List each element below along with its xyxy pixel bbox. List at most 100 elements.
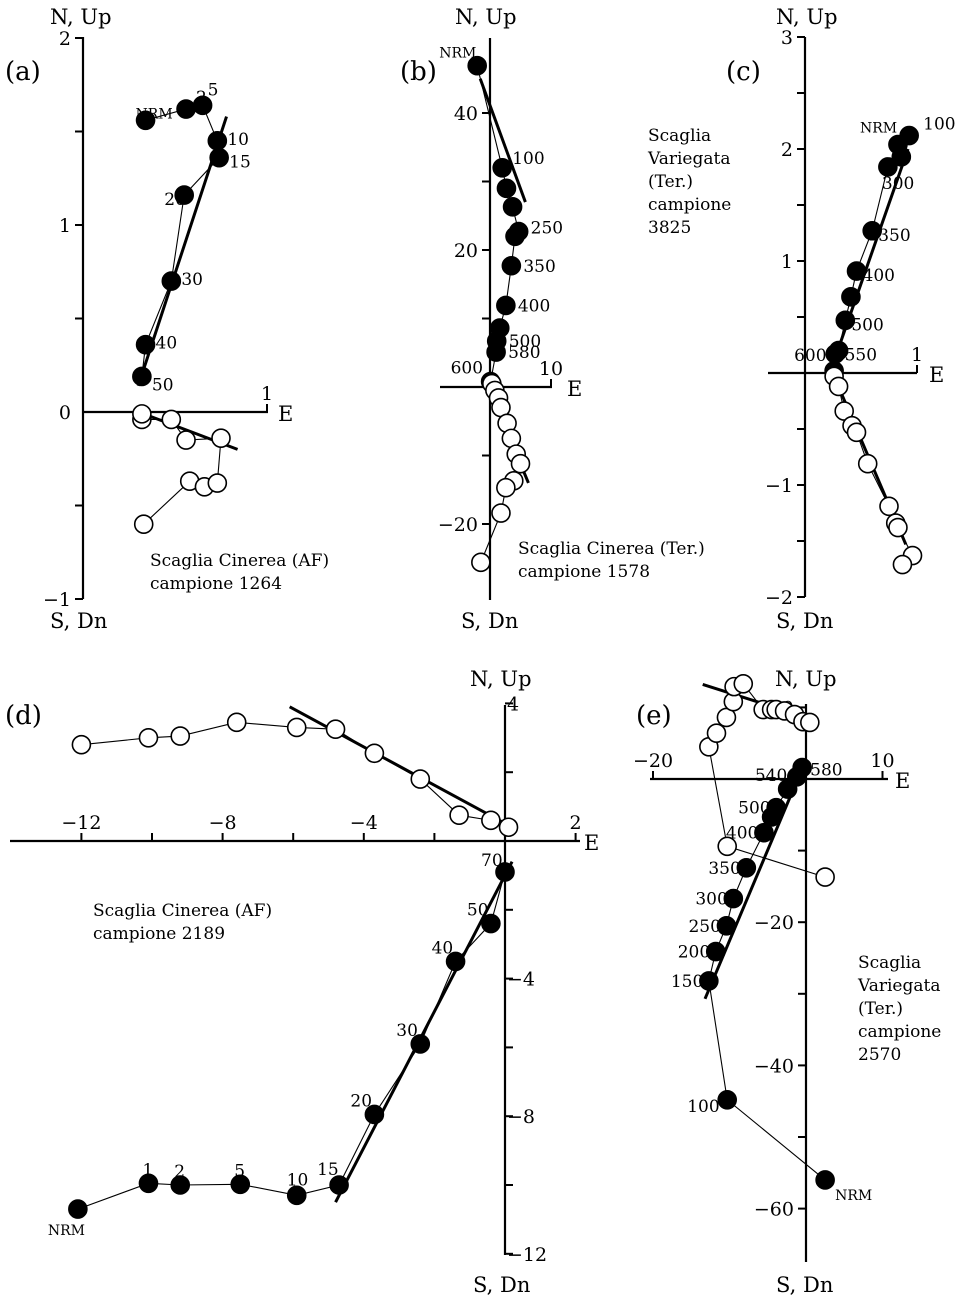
- vertical-point: [717, 836, 738, 857]
- horizontal-point: [138, 1173, 159, 1194]
- vertical-point: [170, 726, 191, 746]
- step-label: 100: [687, 1097, 719, 1117]
- step-label: 50: [467, 901, 489, 921]
- y-tick-label: 1: [59, 215, 71, 237]
- caption-line-3: (Ter.): [858, 999, 903, 1019]
- caption-line-2: campione 1578: [518, 562, 650, 582]
- axis-label-down: S, Dn: [776, 1273, 833, 1297]
- axis-label-up: N, Up: [775, 667, 837, 691]
- y-tick-label: −2: [765, 587, 793, 609]
- axis-label-up: N, Up: [776, 5, 838, 29]
- y-tick-label: 0: [59, 402, 71, 424]
- horizontal-point: [486, 342, 506, 362]
- vertical-point: [846, 422, 867, 443]
- step-label: 300: [882, 174, 914, 194]
- horizontal-point: [891, 147, 912, 167]
- step-label: 150: [671, 972, 703, 992]
- caption-line-1: Scaglia Cinerea (AF): [93, 901, 272, 921]
- horizontal-point: [467, 55, 487, 76]
- x-tick-label: 10: [870, 750, 894, 772]
- vertical-projection-path: [141, 413, 222, 525]
- horizontal-point: [135, 334, 156, 355]
- horizontal-point: [754, 822, 774, 843]
- horizontal-point: [825, 344, 846, 364]
- step-label: 200: [678, 943, 710, 963]
- step-label: 100: [923, 115, 955, 135]
- axis-label-up: N, Up: [50, 5, 112, 29]
- step-label: 2: [196, 88, 207, 108]
- vertical-point: [733, 673, 754, 694]
- vertical-point: [161, 409, 182, 430]
- vertical-point: [828, 376, 849, 397]
- step-label: 5: [208, 80, 219, 100]
- vertical-point: [879, 496, 899, 517]
- step-label: 500: [851, 315, 883, 335]
- step-label: 20: [350, 1091, 372, 1111]
- y-tick-label: 3: [781, 27, 793, 49]
- vertical-point: [888, 517, 908, 538]
- pca-fit-line: [478, 78, 527, 203]
- step-label: 350: [523, 257, 555, 277]
- axis-label-east: E: [278, 402, 293, 426]
- step-label: 70: [481, 851, 503, 871]
- y-tick-label: −40: [754, 1055, 794, 1077]
- vertical-point: [364, 743, 385, 764]
- caption-line-2: campione 2189: [93, 924, 225, 944]
- y-tick-label: −20: [438, 514, 478, 536]
- horizontal-point: [699, 971, 719, 991]
- horizontal-point: [835, 310, 856, 331]
- axis-label-east: E: [929, 363, 944, 387]
- horizontal-point: [170, 1175, 191, 1195]
- horizontal-point: [192, 95, 213, 116]
- step-label: 500: [738, 799, 770, 819]
- horizontal-point: [736, 857, 757, 878]
- y-tick-label: 4: [507, 693, 519, 715]
- panel-b: (b) N, Up S, Dn E Scaglia Cinerea (Ter.)…: [400, 5, 705, 633]
- step-label: 350: [708, 859, 740, 879]
- step-label: 100: [512, 149, 544, 169]
- x-tick-label: 10: [539, 358, 563, 380]
- caption-line-1: Scaglia Cinerea (AF): [150, 551, 329, 571]
- x-tick-label: −8: [209, 812, 237, 834]
- vertical-point: [800, 712, 820, 733]
- step-label: 15: [229, 153, 251, 173]
- panel-c: (c) N, Up S, Dn E Scaglia Variegata (Ter…: [647, 5, 956, 633]
- vertical-point: [71, 734, 92, 755]
- step-label: NRM: [835, 1188, 872, 1204]
- caption-line-1: Scaglia: [648, 126, 711, 146]
- horizontal-point: [286, 1185, 307, 1206]
- vertical-point: [706, 723, 727, 743]
- y-tick-label: 40: [454, 103, 478, 125]
- caption-line-4: campione: [858, 1022, 941, 1042]
- step-label: 350: [878, 226, 910, 246]
- horizontal-point: [717, 1089, 738, 1110]
- y-tick-label: −12: [507, 1244, 547, 1266]
- horizontal-point: [174, 185, 194, 205]
- step-label: 250: [531, 219, 563, 239]
- vertical-point: [226, 712, 247, 733]
- horizontal-point: [492, 158, 513, 178]
- step-label: 400: [518, 296, 550, 316]
- axis-label-down: S, Dn: [473, 1273, 530, 1297]
- step-label: 15: [317, 1160, 339, 1180]
- step-label: 20: [164, 190, 186, 210]
- step-label: NRM: [860, 121, 897, 137]
- horizontal-point: [132, 366, 152, 387]
- vertical-point: [133, 514, 154, 535]
- panel-label: (e): [636, 701, 672, 731]
- y-tick-label: −60: [754, 1199, 794, 1221]
- axis-label-up: N, Up: [470, 667, 532, 691]
- step-label: 600: [451, 359, 483, 379]
- axis-label-up: N, Up: [455, 5, 517, 29]
- horizontal-point: [723, 888, 744, 909]
- horizontal-point: [502, 197, 523, 217]
- axis-label-east: E: [567, 377, 582, 401]
- axis-label-down: S, Dn: [50, 609, 107, 633]
- vertical-point: [449, 805, 469, 826]
- horizontal-point: [445, 951, 466, 972]
- horizontal-point: [329, 1175, 349, 1195]
- caption-line-2: Variegata: [857, 976, 940, 996]
- step-label: 40: [156, 334, 178, 354]
- caption-line-5: 2570: [858, 1045, 901, 1065]
- y-tick-label: −8: [507, 1106, 535, 1128]
